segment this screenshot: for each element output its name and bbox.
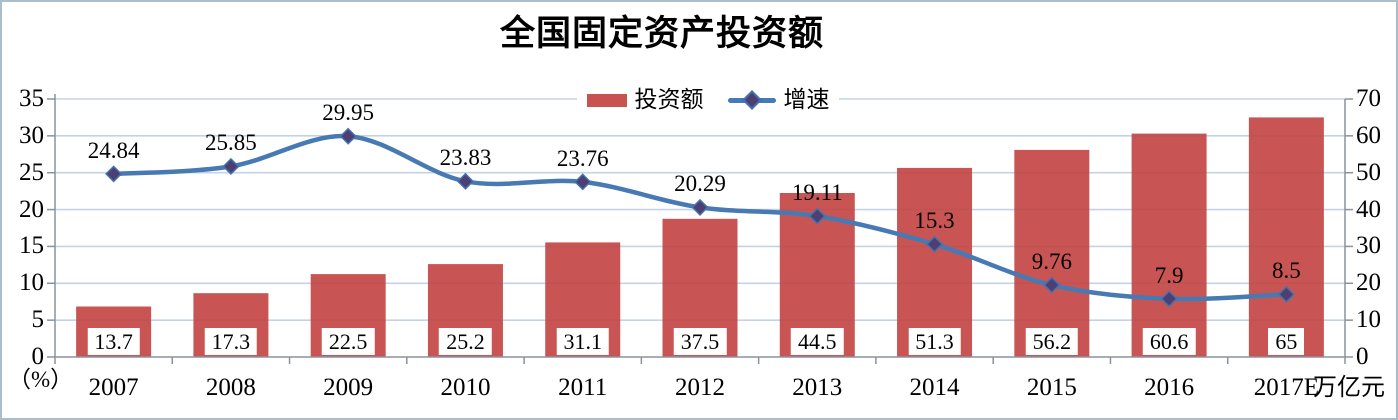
- line-value-label: 7.9: [1154, 262, 1184, 288]
- marker-2017E: [1277, 285, 1295, 303]
- line-value-label: 24.84: [87, 137, 140, 163]
- bar-value-label: 65: [1268, 328, 1305, 355]
- marker-2015: [1043, 276, 1061, 294]
- bar-2015: [1014, 149, 1090, 357]
- legend: 投资额 增速: [577, 86, 839, 114]
- bar-2017E: [1248, 117, 1324, 358]
- line-value-label: 19.11: [791, 180, 843, 206]
- x-axis-label-2014: 2014: [909, 374, 960, 401]
- left-axis-tick-label: 25: [19, 158, 44, 186]
- right-axis-tick-label: 60: [1356, 121, 1381, 149]
- x-axis-label-2013: 2013: [792, 374, 843, 401]
- right-axis-tick-label: 20: [1356, 269, 1381, 297]
- bar-2014: [897, 167, 973, 357]
- x-axis-label-2016: 2016: [1144, 374, 1195, 401]
- right-axis-unit: 万亿元: [1313, 375, 1385, 401]
- marker-2008: [222, 157, 240, 176]
- diamond-marker-icon: [741, 90, 762, 110]
- left-axis-unit: （%）: [8, 367, 74, 392]
- line-value-label: 8.5: [1271, 258, 1301, 284]
- marker-2010: [456, 172, 475, 190]
- legend-bar-swatch: [586, 93, 627, 107]
- marker-2009: [339, 127, 357, 145]
- bar-value-label: 25.2: [439, 328, 492, 355]
- marker-2011: [574, 173, 592, 191]
- right-axis-tick-label: 70: [1356, 85, 1381, 112]
- left-axis-tick-label: 5: [31, 306, 45, 334]
- marker-2013: [808, 207, 826, 225]
- x-axis-label-2011: 2011: [558, 374, 608, 401]
- legend-line-swatch: [727, 90, 776, 110]
- x-axis-label-2007: 2007: [88, 374, 139, 401]
- x-axis-label-2012: 2012: [675, 374, 725, 401]
- bar-value-label: 31.1: [556, 328, 609, 355]
- chart-title: 全国固定资产投资额: [499, 14, 824, 54]
- right-axis-tick-label: 0: [1356, 343, 1369, 370]
- bar-value-label: 37.5: [673, 328, 727, 355]
- x-axis-label-2009: 2009: [323, 374, 374, 401]
- line-value-label: 15.3: [914, 208, 955, 234]
- x-axis-label-2015: 2015: [1026, 374, 1077, 401]
- line-value-label: 23.76: [556, 145, 609, 171]
- right-axis-tick-label: 50: [1356, 158, 1381, 186]
- bar-value-label: 22.5: [321, 328, 375, 355]
- left-axis-tick-label: 20: [19, 195, 44, 223]
- left-axis-tick-label: 0: [31, 343, 45, 370]
- legend-label-growth: 增速: [783, 87, 830, 112]
- marker-2016: [1160, 290, 1178, 308]
- line-value-label: 29.95: [322, 100, 375, 126]
- bar-value-label: 51.3: [908, 328, 961, 355]
- bar-value-label: 44.5: [791, 328, 844, 355]
- left-axis-tick-label: 35: [19, 85, 44, 112]
- marker-2012: [691, 198, 709, 216]
- line-value-label: 23.83: [439, 145, 492, 171]
- bar-value-label: 60.6: [1142, 328, 1196, 355]
- left-axis-tick-label: 30: [19, 121, 44, 149]
- bar-value-label: 56.2: [1025, 328, 1079, 355]
- x-axis-label-2017E: 2017E: [1253, 374, 1319, 401]
- right-axis-tick-label: 30: [1356, 232, 1381, 260]
- legend-label-investment: 投资额: [634, 87, 704, 112]
- left-axis-tick-label: 15: [19, 232, 44, 260]
- bar-2016: [1131, 133, 1207, 357]
- line-value-label: 20.29: [674, 171, 726, 197]
- x-axis-label-2010: 2010: [440, 374, 491, 401]
- x-axis-label-2008: 2008: [205, 374, 256, 401]
- bar-value-label: 13.7: [87, 328, 140, 355]
- right-axis-tick-label: 10: [1356, 306, 1381, 334]
- line-value-label: 9.76: [1031, 249, 1072, 275]
- left-axis-tick-label: 10: [19, 269, 44, 297]
- marker-2014: [925, 235, 944, 253]
- line-value-label: 25.85: [205, 130, 257, 156]
- bar-value-label: 17.3: [204, 328, 258, 355]
- marker-2007: [105, 165, 123, 183]
- right-axis-tick-label: 40: [1356, 195, 1381, 223]
